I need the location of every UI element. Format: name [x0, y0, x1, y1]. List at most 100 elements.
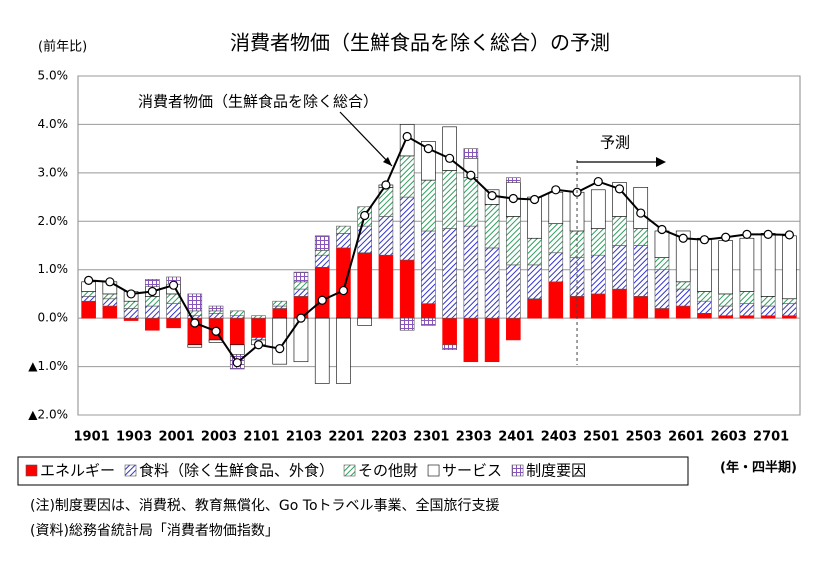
- line-point: [338, 285, 349, 296]
- bar-segment: [718, 315, 733, 319]
- bar-segment: [654, 308, 670, 319]
- bar-segment: [506, 216, 521, 266]
- bar-segment: [272, 317, 288, 365]
- x-tick-label: 2503: [626, 430, 662, 445]
- bar-segment: [229, 315, 245, 319]
- x-tick-label: 2601: [668, 430, 704, 445]
- bar-segment: [484, 204, 500, 249]
- x-axis-label: (年・四半期): [720, 460, 797, 476]
- bar-segment: [718, 240, 733, 295]
- bar-segment: [654, 269, 670, 309]
- x-tick-label: 2001: [158, 430, 194, 445]
- plot-border: [77, 75, 801, 416]
- y-tick-label: 4.0%: [38, 117, 69, 131]
- legend-swatch: [124, 464, 137, 477]
- line-point: [551, 185, 561, 195]
- bar-segment: [548, 252, 564, 283]
- bar-segment: [442, 170, 457, 229]
- legend-swatch: [427, 464, 440, 477]
- bar-segment: [399, 317, 415, 331]
- x-tick-label: 2303: [456, 430, 492, 445]
- bar-segment: [463, 317, 479, 363]
- legend-swatch: [343, 464, 356, 477]
- bar-segment: [314, 235, 330, 251]
- line-point: [678, 233, 688, 243]
- bar-segment: [442, 126, 457, 171]
- bar-segment: [314, 250, 330, 256]
- line-point: [402, 131, 412, 142]
- bar-segment: [336, 225, 351, 234]
- line-point: [147, 286, 157, 297]
- x-tick-label: 2101: [243, 430, 279, 445]
- bar-segment: [697, 300, 712, 314]
- bar-segment: [527, 298, 542, 319]
- bar-segment: [760, 305, 776, 317]
- x-tick-label: 2501: [583, 430, 619, 445]
- legend-swatch: [25, 464, 38, 477]
- bar-segment: [527, 264, 542, 300]
- annotation-arrow: [339, 111, 393, 167]
- line-point: [784, 230, 794, 240]
- annotation: 消費者物価（生鮮食品を除く総合）: [138, 93, 378, 111]
- bar-segment: [463, 148, 479, 159]
- bar-segment: [463, 177, 479, 227]
- line-point: [508, 193, 518, 204]
- bar-segment: [739, 315, 755, 319]
- line-point: [614, 184, 625, 194]
- line-point: [487, 191, 497, 201]
- bar-segment: [675, 305, 691, 319]
- forecast-label: 予測: [600, 134, 630, 152]
- line-point: [742, 229, 752, 239]
- bar-segment: [314, 317, 330, 384]
- bar-segment: [145, 305, 160, 319]
- bar-segment: [123, 317, 139, 321]
- bar-segment: [102, 305, 118, 319]
- x-tick-label: 2701: [753, 430, 789, 445]
- bar-segment: [760, 296, 776, 307]
- line-point: [296, 313, 306, 323]
- bar-segment: [633, 245, 649, 297]
- bar-segment: [675, 230, 691, 283]
- line: [88, 135, 790, 365]
- bar-segment: [484, 247, 500, 319]
- bar-segment: [782, 235, 797, 300]
- bar-segment: [421, 230, 436, 304]
- bar-segment: [145, 317, 160, 331]
- bar-segment: [697, 237, 712, 292]
- bar-segment: [123, 300, 139, 309]
- line-point: [190, 318, 200, 328]
- bar-segment: [145, 296, 160, 307]
- bar-segment: [612, 216, 627, 246]
- legend-label: エネルギー: [40, 462, 115, 480]
- line-point: [317, 295, 327, 305]
- line-point: [275, 344, 285, 354]
- bar-segment: [102, 293, 118, 300]
- chart-title: 消費者物価（生鮮食品を除く総合）の予測: [230, 31, 610, 55]
- bar-segment: [208, 310, 224, 314]
- y-axis-label: (前年比): [38, 39, 87, 55]
- x-tick-label: 2003: [201, 430, 237, 445]
- bar-segment: [187, 293, 203, 312]
- bar-segment: [442, 317, 457, 346]
- bar-segment: [548, 223, 564, 254]
- line-point: [232, 358, 242, 368]
- bar-segment: [633, 296, 649, 319]
- bar-segment: [633, 187, 649, 229]
- bar-segment: [208, 305, 224, 312]
- x-tick-label: 1901: [74, 430, 110, 445]
- line-point: [593, 176, 603, 187]
- bar-segment: [421, 303, 436, 319]
- bar-segment: [314, 254, 330, 268]
- line-point: [466, 170, 476, 180]
- forecast-arrowhead: [656, 157, 666, 167]
- note: (資料)総務省統計局「消費者物価指数」: [30, 523, 279, 539]
- bar-segment: [145, 279, 160, 287]
- line-point: [445, 153, 455, 163]
- bar-segment: [378, 216, 394, 256]
- bar-segment: [590, 293, 606, 319]
- x-tick-label: 2403: [541, 430, 577, 445]
- bar-segment: [654, 257, 670, 271]
- bar-segment: [675, 288, 691, 307]
- x-tick-label: 2103: [286, 430, 322, 445]
